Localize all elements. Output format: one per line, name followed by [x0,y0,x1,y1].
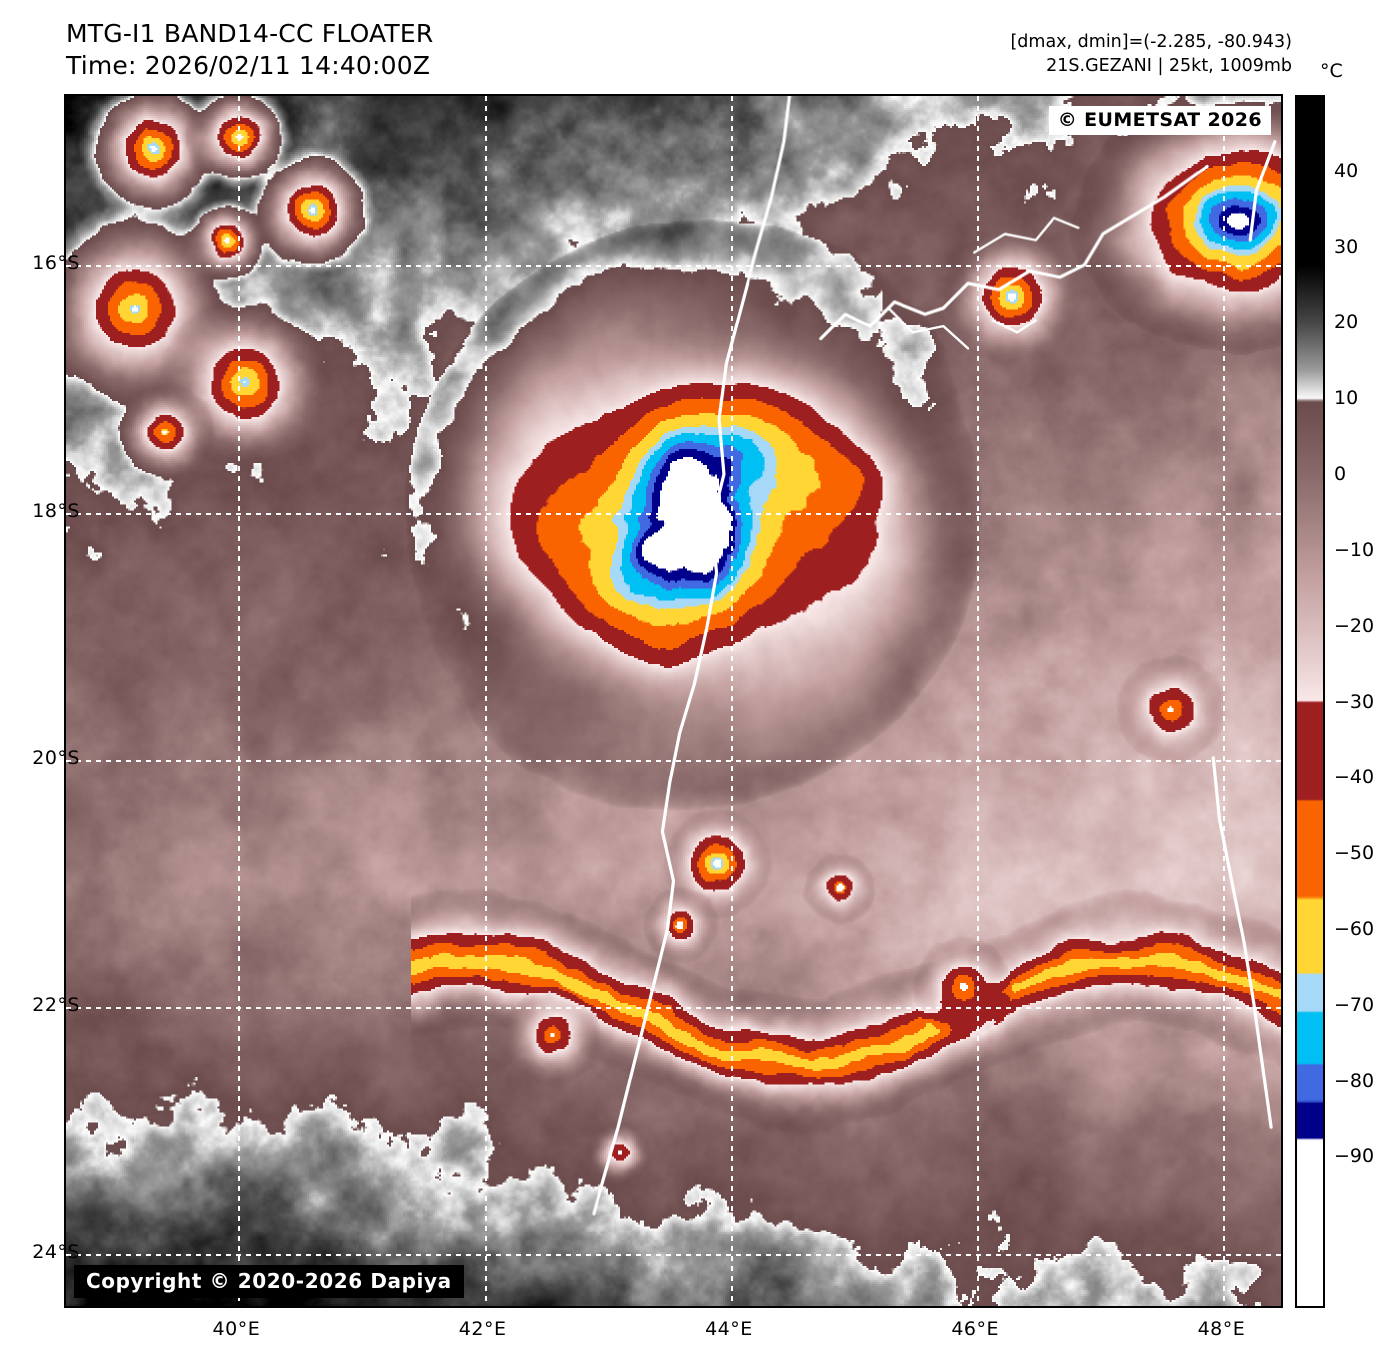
gridline-meridian [238,96,241,1306]
colorbar-tick-label: 30 [1334,235,1359,258]
gridline-meridian [484,96,487,1306]
y-axis-tick-label: 18°S [32,499,80,522]
colorbar-tick-label: −40 [1334,766,1375,789]
x-axis-tick-label: 48°E [1197,1318,1246,1340]
x-axis-tick-label: 40°E [212,1318,261,1340]
dminmax-readout: [dmax, dmin]=(-2.285, -80.943) [1010,32,1292,52]
colorbar-unit-label: °C [1320,60,1343,82]
storm-info: 21S.GEZANI | 25kt, 1009mb [1046,56,1292,76]
gridline-parallel [66,759,1281,762]
x-axis-tick-label: 42°E [458,1318,507,1340]
colorbar-tick-label: 0 [1334,463,1347,486]
header-title-block: MTG-I1 BAND14-CC FLOATER Time: 2026/02/1… [66,18,433,82]
colorbar-tick-label: 20 [1334,311,1359,334]
colorbar-tick-label: −60 [1334,917,1375,940]
gridline-meridian [977,96,980,1306]
y-axis-tick-label: 16°S [32,252,80,275]
y-axis-tick-label: 22°S [32,994,80,1017]
header-metadata-block: [dmax, dmin]=(-2.285, -80.943) 21S.GEZAN… [1010,30,1292,78]
gridline-meridian [1223,96,1226,1306]
copyright-badge: Copyright © 2020-2026 Dapiya [74,1265,464,1298]
timestamp: Time: 2026/02/11 14:40:00Z [66,51,431,80]
colorbar-tick-label: −50 [1334,842,1375,865]
page-title: MTG-I1 BAND14-CC FLOATER [66,19,434,48]
colorbar-tick-label: 10 [1334,387,1359,410]
gridline-parallel [66,1007,1281,1010]
eumetsat-credit-badge: © EUMETSAT 2026 [1048,106,1271,135]
y-axis-tick-label: 24°S [32,1241,80,1264]
colorbar-gradient [1297,97,1323,1306]
colorbar-tick-label: −30 [1334,690,1375,713]
colorbar-tick-label: −80 [1334,1069,1375,1092]
satellite-image-plot[interactable]: © EUMETSAT 2026 Copyright © 2020-2026 Da… [64,94,1283,1308]
colorbar-tick-label: −20 [1334,614,1375,637]
temperature-colorbar[interactable] [1295,95,1325,1308]
colorbar-tick-label: −10 [1334,538,1375,561]
gridline-parallel [66,265,1281,268]
y-axis-tick-label: 20°S [32,746,80,769]
x-axis-tick-label: 46°E [951,1318,999,1340]
gridline-meridian [730,96,733,1306]
infrared-satellite-raster [66,96,1281,1306]
colorbar-tick-label: −90 [1334,1145,1375,1168]
gridline-parallel [66,1254,1281,1257]
x-axis-tick-label: 44°E [705,1318,753,1340]
colorbar-tick-label: 40 [1334,159,1359,182]
colorbar-tick-label: −70 [1334,993,1375,1016]
gridline-parallel [66,512,1281,515]
